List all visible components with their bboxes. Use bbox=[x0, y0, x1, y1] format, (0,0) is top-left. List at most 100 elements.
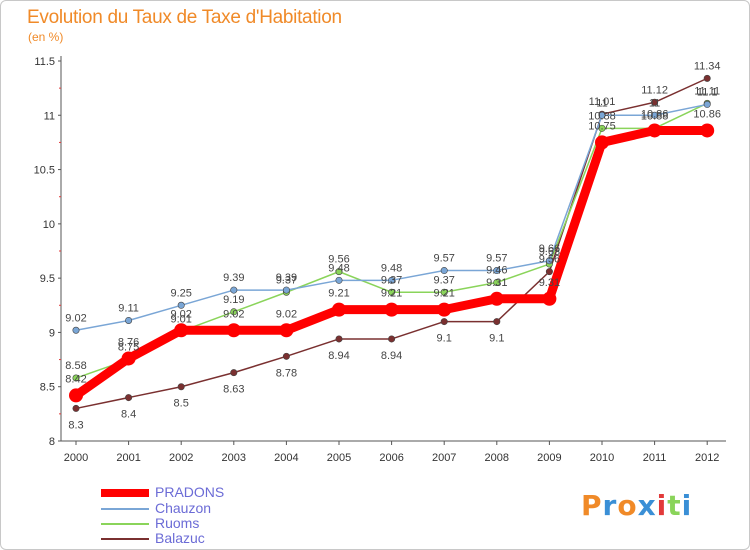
data-label-chauzon: 9.25 bbox=[170, 287, 191, 299]
x-tick-label: 2001 bbox=[116, 452, 140, 464]
data-point-pradons bbox=[437, 302, 452, 317]
data-label-chauzon: 9.39 bbox=[276, 272, 297, 284]
data-label-pradons: 9.02 bbox=[276, 308, 297, 320]
data-label-ruoms: 9.37 bbox=[433, 274, 454, 286]
data-point-pradons bbox=[647, 123, 662, 138]
legend-item-chauzon: Chauzon bbox=[101, 500, 361, 517]
logo-letter: x bbox=[637, 489, 657, 522]
data-point-chauzon bbox=[493, 267, 501, 275]
y-tick-label: 9.5 bbox=[40, 273, 55, 285]
x-tick-label: 2012 bbox=[695, 452, 719, 464]
data-label-pradons: 9.02 bbox=[223, 308, 244, 320]
data-label-balazuc: 8.94 bbox=[328, 350, 349, 362]
data-point-pradons bbox=[332, 302, 346, 317]
x-tick-label: 2000 bbox=[64, 452, 88, 464]
legend-item-balazuc: Balazuc bbox=[101, 530, 361, 547]
data-label-chauzon: 9.11 bbox=[118, 302, 139, 314]
legend-item-ruoms: Ruoms bbox=[101, 515, 361, 532]
logo-letter: i bbox=[656, 489, 668, 522]
data-point-pradons bbox=[279, 323, 294, 338]
data-label-ruoms: 9.56 bbox=[328, 254, 349, 266]
data-point-ruoms bbox=[440, 288, 448, 296]
chart-title: Evolution du Taux de Taxe d'Habitation bbox=[27, 7, 342, 28]
data-point-balazuc bbox=[72, 404, 80, 412]
data-label-pradons: 10.86 bbox=[693, 108, 721, 120]
data-label-pradons: 9.31 bbox=[486, 277, 507, 289]
data-label-chauzon: 9.02 bbox=[65, 312, 86, 324]
y-tick-label: 10 bbox=[43, 219, 55, 231]
data-label-ruoms: 10.88 bbox=[641, 110, 669, 122]
data-point-chauzon bbox=[177, 301, 185, 309]
data-label-pradons: 10.75 bbox=[588, 120, 616, 132]
data-label-balazuc: 8.5 bbox=[174, 398, 189, 410]
data-label-ruoms: 8.75 bbox=[118, 342, 139, 354]
data-point-pradons bbox=[595, 135, 609, 150]
data-point-chauzon bbox=[72, 326, 80, 334]
data-point-pradons bbox=[700, 123, 715, 138]
y-tick-label: 11.5 bbox=[34, 56, 55, 68]
logo-letter: r bbox=[602, 489, 618, 522]
logo-letter: P bbox=[581, 489, 603, 522]
data-point-chauzon bbox=[335, 276, 343, 284]
data-point-pradons bbox=[174, 323, 189, 338]
data-point-balazuc bbox=[493, 318, 501, 326]
data-label-balazuc: 11.34 bbox=[694, 60, 721, 72]
data-label-ruoms: 9.01 bbox=[170, 313, 191, 325]
data-point-ruoms bbox=[335, 268, 343, 276]
data-point-pradons bbox=[489, 291, 504, 306]
data-label-balazuc: 11.01 bbox=[589, 96, 616, 108]
data-point-balazuc bbox=[177, 383, 185, 391]
x-tick-label: 2009 bbox=[537, 452, 561, 464]
data-label-ruoms: 9.19 bbox=[223, 294, 244, 306]
data-label-balazuc: 9.56 bbox=[539, 254, 560, 266]
data-label-ruoms: 11.11 bbox=[694, 85, 720, 97]
data-point-chauzon bbox=[440, 267, 448, 275]
legend-item-pradons: PRADONS bbox=[101, 484, 361, 501]
data-point-balazuc bbox=[335, 335, 343, 343]
data-point-chauzon bbox=[230, 286, 238, 294]
x-tick-label: 2004 bbox=[274, 452, 298, 464]
data-label-ruoms: 10.88 bbox=[588, 110, 616, 122]
x-tick-label: 2008 bbox=[485, 452, 509, 464]
x-tick-label: 2005 bbox=[327, 452, 351, 464]
data-point-chauzon bbox=[651, 111, 659, 119]
data-point-balazuc bbox=[388, 335, 396, 343]
logo-letter: i bbox=[681, 489, 693, 522]
data-label-pradons: 9.21 bbox=[381, 288, 402, 300]
data-label-ruoms: 9.37 bbox=[381, 274, 402, 286]
legend-swatch-chauzon bbox=[101, 508, 149, 510]
data-point-chauzon bbox=[545, 257, 553, 265]
data-point-balazuc bbox=[545, 268, 553, 276]
data-label-chauzon: 9.57 bbox=[433, 253, 454, 265]
x-tick-label: 2011 bbox=[643, 452, 667, 464]
data-point-balazuc bbox=[651, 98, 659, 106]
data-point-pradons bbox=[121, 351, 136, 366]
data-label-chauzon: 9.66 bbox=[539, 243, 560, 255]
data-point-balazuc bbox=[125, 394, 133, 402]
data-point-chauzon bbox=[125, 316, 133, 324]
data-label-pradons: 8.42 bbox=[65, 373, 86, 385]
data-label-chauzon: 9.39 bbox=[223, 272, 244, 284]
legend-swatch-balazuc bbox=[101, 538, 149, 540]
x-tick-label: 2010 bbox=[590, 452, 614, 464]
data-label-chauzon: 9.57 bbox=[486, 253, 507, 265]
data-point-chauzon bbox=[388, 276, 396, 284]
x-tick-label: 2002 bbox=[169, 452, 193, 464]
chart-subtitle: (en %) bbox=[28, 30, 64, 44]
data-label-chauzon: 9.48 bbox=[328, 262, 349, 274]
legend-label-chauzon: Chauzon bbox=[155, 500, 212, 516]
y-tick-label: 8 bbox=[49, 436, 55, 448]
data-point-ruoms bbox=[493, 278, 501, 286]
data-label-ruoms: 9.63 bbox=[539, 246, 560, 258]
legend-swatch-pradons bbox=[101, 489, 149, 497]
data-point-pradons bbox=[69, 388, 83, 403]
data-point-balazuc bbox=[703, 74, 711, 82]
data-label-pradons: 8.76 bbox=[118, 336, 139, 348]
data-label-balazuc: 11.12 bbox=[641, 84, 668, 96]
data-label-chauzon: 11.1 bbox=[697, 86, 718, 98]
data-label-balazuc: 9.1 bbox=[489, 333, 504, 345]
data-point-pradons bbox=[384, 302, 399, 317]
legend-label-balazuc: Balazuc bbox=[155, 530, 205, 546]
data-label-balazuc: 8.94 bbox=[381, 350, 402, 362]
